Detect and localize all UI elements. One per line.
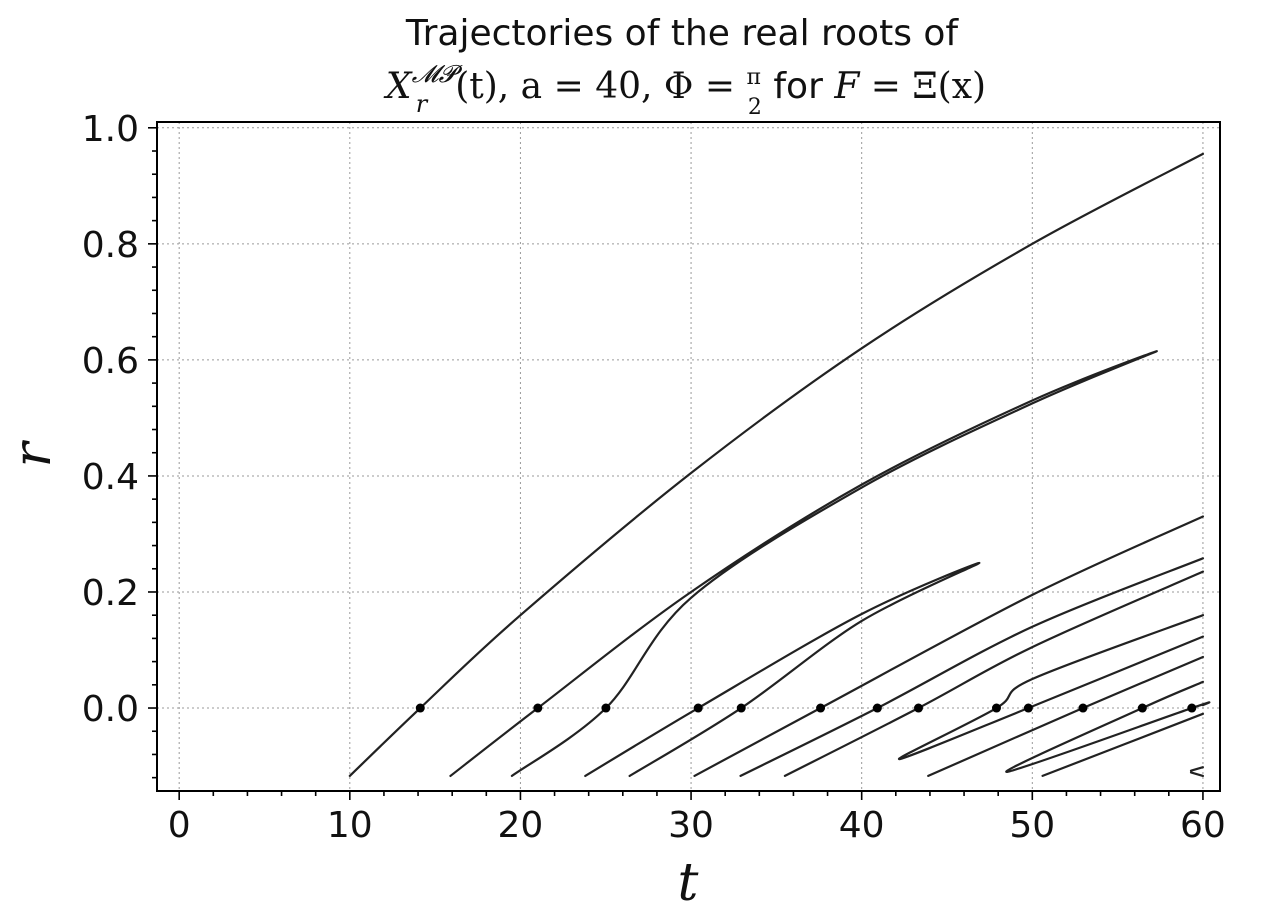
y-tick-label: 1.0 [82,109,139,150]
root-trajectory-line [584,561,981,778]
chart-title: Trajectories of the real roots of X𝓜𝓟 r (t… [383,13,986,120]
root-point [693,703,703,713]
x-tick-label: 30 [668,805,714,846]
y-axis-label: r [3,439,63,467]
axis-tick-labels: 0 10 20 30 40 50 60 0.0 0.2 0.4 0.6 0.8 1.0 [82,109,1226,846]
x-axis-label: t [678,853,699,913]
root-trajectory-line [1041,712,1205,778]
root-trajectory-line [783,570,1205,778]
grid [157,122,1220,791]
root-point [991,703,1001,713]
root-trajectories [348,152,1211,778]
root-trajectory-line [739,557,1205,778]
root-trajectory-line [348,152,1205,778]
x-tick-label: 40 [839,805,885,846]
x-tick-label: 50 [1009,805,1055,846]
root-trajectory-line [1189,771,1205,778]
root-point [914,703,924,713]
root-point [872,703,882,713]
x-tick-label: 60 [1180,805,1226,846]
root-point [1078,703,1088,713]
root-trajectory-line [1005,680,1211,773]
root-trajectory-line [449,350,1158,778]
root-point [1137,703,1147,713]
root-trajectory-line [1189,766,1205,772]
axis-ticks [148,127,1204,800]
root-trajectory-line [693,515,1205,778]
root-trajectory-line [898,614,1205,761]
y-tick-label: 0.2 [82,573,139,614]
root-point [533,703,543,713]
x-tick-label: 0 [168,805,191,846]
x-tick-label: 20 [498,805,544,846]
plot-frame [156,121,1221,792]
root-trajectory-line [927,655,1205,778]
root-point [601,703,611,713]
root-point [736,703,746,713]
root-point [415,703,425,713]
x-tick-label: 10 [327,805,373,846]
y-tick-label: 0.4 [82,457,139,498]
y-tick-label: 0.8 [82,225,139,266]
y-tick-label: 0.0 [82,689,139,730]
root-point [816,703,826,713]
root-point [1187,703,1197,713]
chart-title-line1: Trajectories of the real roots of [405,13,960,54]
y-tick-label: 0.6 [82,341,139,382]
root-markers [415,703,1197,713]
root-point [1023,703,1033,713]
